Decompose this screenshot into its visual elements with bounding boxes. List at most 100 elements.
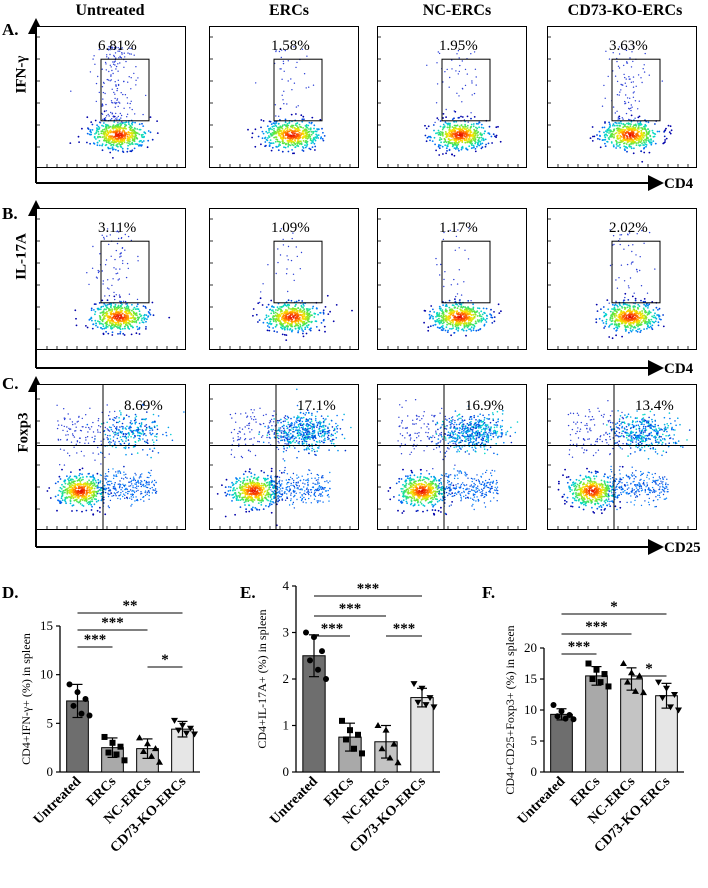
bar-chart-2-point-0-1 <box>558 708 565 715</box>
bar-chart-0-point-0-1 <box>74 689 81 696</box>
bar-chart-1-point-3-1 <box>418 685 426 692</box>
flow-plot-2-3 <box>547 384 697 530</box>
bar-chart-2-point-0-5 <box>570 716 577 723</box>
bar-chart-0-ytick-label-0: 0 <box>47 764 54 779</box>
bar-chart-1-point-0-3 <box>307 657 313 664</box>
panel-label-d: D. <box>2 583 19 602</box>
bar-chart-1-point-3-0 <box>410 681 418 688</box>
bar-chart-2-bar-2 <box>620 678 643 773</box>
bar-chart-2-point-2-4 <box>632 687 639 694</box>
bar-chart-0-ytick-label-15: 15 <box>40 618 53 633</box>
bar-chart-2-point-1-2 <box>601 671 608 678</box>
bar-chart-0-point-0-5 <box>86 712 93 719</box>
flow-plot-2-2 <box>377 384 527 530</box>
bar-chart-2-bar-1 <box>585 675 608 773</box>
flow-plot-2-1 <box>209 384 359 530</box>
percent-label-1-3: 2.02% <box>609 220 648 236</box>
bar-chart-1-sig-label-2: *** <box>321 621 344 637</box>
bar-chart-0-point-0-0 <box>66 681 73 688</box>
bar-chart-2-point-1-4 <box>597 679 604 686</box>
bar-chart-1-ytick-label-4: 4 <box>283 578 290 593</box>
bar-chart-1-point-1-5 <box>359 750 365 757</box>
bar-chart-2-point-3-4 <box>667 704 674 711</box>
bar-chart-0-ytick-label-10: 10 <box>40 667 53 682</box>
bar-chart-2-ytick-label-0: 0 <box>531 764 538 779</box>
bar-chart-2-point-2-0 <box>620 660 627 666</box>
bar-chart-0-point-0-4 <box>78 710 85 717</box>
bar-chart-0-point-2-3 <box>140 748 147 755</box>
bar-chart-1-point-0-4 <box>315 666 321 673</box>
gate-1-3 <box>611 240 661 304</box>
bar-chart-0-point-3-2 <box>187 725 194 732</box>
bar-chart-0-point-1-0 <box>101 733 108 740</box>
bar-chart-0-point-0-3 <box>70 702 77 709</box>
gate-0-1 <box>273 58 323 122</box>
bar-chart-2-ytick-label-10: 10 <box>524 702 537 717</box>
bar-chart-1-point-2-4 <box>386 754 394 761</box>
bar-chart-0-point-3-0 <box>171 717 178 724</box>
flow-plot-0-1 <box>209 26 359 168</box>
panel-label-f: F. <box>482 583 496 602</box>
bar-chart-1-point-2-5 <box>394 759 402 766</box>
bar-chart-1-point-3-4 <box>422 702 430 709</box>
gate-1-2 <box>441 240 491 304</box>
percent-label-2-3: 13.4% <box>635 398 674 414</box>
percent-label-1-0: 3.11% <box>98 220 137 236</box>
bar-chart-0-sig-label-3: * <box>161 652 169 668</box>
bar-chart-2-ylabel: CD4+CD25+Foxp3+ (%) in spleen <box>503 625 517 794</box>
bar-chart-0-point-3-3 <box>175 727 182 734</box>
bar-chart-2-point-3-3 <box>659 695 666 702</box>
bar-chart-0-point-3-1 <box>179 722 186 729</box>
flow-plot-1-3 <box>547 208 697 350</box>
flow-plot-1-2 <box>377 208 527 350</box>
bar-chart-2-point-0-2 <box>566 711 573 718</box>
bar-chart-2-sig-label-3: * <box>645 661 653 677</box>
bar-chart-1-point-2-2 <box>390 740 398 747</box>
bar-chart-1-point-3-3 <box>414 699 422 706</box>
gate-1-0 <box>100 240 150 304</box>
bar-chart-1-point-3-2 <box>426 695 434 702</box>
bar-chart-1-point-1-1 <box>347 727 353 734</box>
bar-chart-1-point-2-0 <box>374 722 382 728</box>
flow-plot-0-2 <box>377 26 527 168</box>
percent-label-2-0: 8.69% <box>124 398 163 414</box>
bar-chart-2-point-0-4 <box>562 715 569 722</box>
bar-chart-1-ytick-label-3: 3 <box>283 625 290 640</box>
bar-chart-2-point-3-0 <box>655 679 662 686</box>
bar-chart-0-point-3-5 <box>191 731 198 738</box>
flow-plot-1-1 <box>209 208 359 350</box>
bar-chart-0-point-1-3 <box>105 749 112 756</box>
flow-plot-0-0 <box>36 26 186 168</box>
bar-chart-0-ytick-label-5: 5 <box>47 715 54 730</box>
gate-0-2 <box>441 58 491 122</box>
column-header-untreated: Untreated <box>75 2 145 19</box>
bar-chart-1-sig-label-3: *** <box>393 621 416 637</box>
bar-chart-1-ylabel: CD4+IL-17A+ (%) in spleen <box>255 609 269 748</box>
bar-chart-1-point-0-0 <box>303 629 309 636</box>
bar-chart-2-point-2-5 <box>640 689 647 696</box>
bar-chart-0-point-1-1 <box>109 739 116 746</box>
column-header-nc-ercs: NC-ERCs <box>422 2 492 19</box>
bar-chart-2-point-1-1 <box>593 666 600 673</box>
bar-chart-2-point-2-1 <box>628 669 635 676</box>
bar-chart-0-point-2-1 <box>144 740 151 747</box>
flow-plot-0-3 <box>547 26 697 168</box>
bar-chart-0-sig-label-1: *** <box>101 615 124 631</box>
bar-chart-1-point-3-5 <box>430 704 438 711</box>
bar-chart-1-point-2-1 <box>382 726 390 733</box>
row-2-x-axis-label: CD25 <box>664 540 701 556</box>
bar-chart-1-point-1-3 <box>343 736 349 743</box>
bar-chart-2-point-1-0 <box>585 660 592 667</box>
bar-chart-0-point-2-5 <box>156 758 163 765</box>
bar-chart-0-point-1-2 <box>117 743 124 750</box>
bar-chart-2-point-3-2 <box>671 692 678 698</box>
row-1-x-axis-label: CD4 <box>664 361 694 377</box>
bar-chart-0-point-2-4 <box>148 752 155 759</box>
bar-chart-1-ytick-label-2: 2 <box>283 671 290 686</box>
panel-label-a: A. <box>2 20 19 39</box>
bar-chart-2-point-3-5 <box>675 707 682 714</box>
percent-label-0-3: 3.63% <box>609 38 648 54</box>
bar-chart-1-ytick-label-1: 1 <box>283 718 290 733</box>
panel-label-e: E. <box>240 583 256 602</box>
bar-chart-1-sig-label-0: *** <box>357 581 380 597</box>
